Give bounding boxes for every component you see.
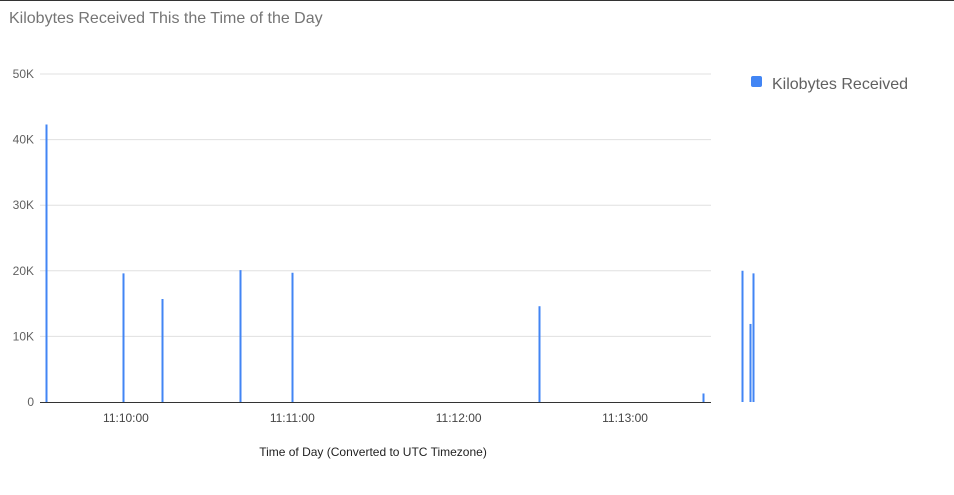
y-tick-label: 40K	[13, 133, 34, 147]
y-tick-label: 20K	[13, 264, 34, 278]
chart-title: Kilobytes Received This the Time of the …	[9, 10, 323, 27]
x-tick-label: 11:10:00	[103, 411, 149, 425]
x-tick-label: 11:12:00	[436, 411, 482, 425]
top-border	[0, 0, 954, 1]
legend-swatch-icon	[751, 75, 762, 87]
legend-label: Kilobytes Received	[772, 76, 909, 93]
x-tick-label: 11:13:00	[602, 411, 648, 425]
y-tick-label: 10K	[13, 329, 34, 343]
y-tick-label: 0	[27, 395, 34, 409]
y-tick-label: 50K	[13, 67, 34, 81]
legend[interactable]: Kilobytes Received	[751, 75, 909, 94]
y-tick-label: 30K	[13, 198, 34, 212]
x-axis-label: Time of Day (Converted to UTC Timezone)	[259, 445, 487, 459]
x-tick-label: 11:11:00	[270, 411, 315, 425]
